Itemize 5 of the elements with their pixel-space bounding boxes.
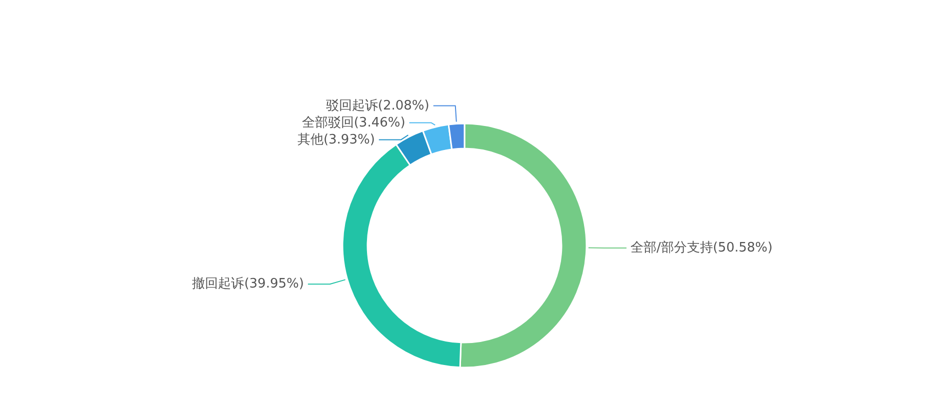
slice-label: 撤回起诉(39.95%) xyxy=(192,276,304,292)
slice-label: 其他(3.93%) xyxy=(297,132,375,148)
slice-label: 全部驳回(3.46%) xyxy=(302,115,406,130)
slice-label: 驳回起诉(2.08%) xyxy=(326,98,430,114)
slice-label: 全部/部分支持(50.58%) xyxy=(630,240,773,256)
